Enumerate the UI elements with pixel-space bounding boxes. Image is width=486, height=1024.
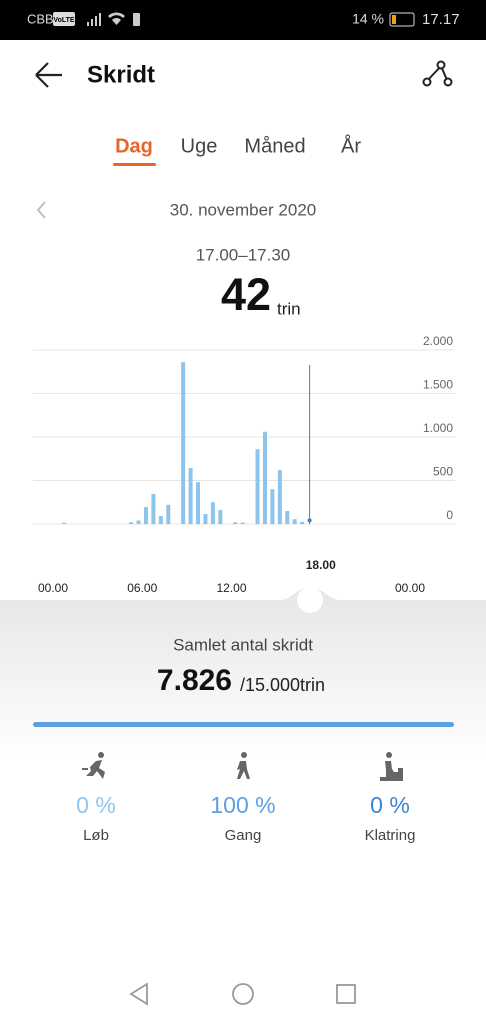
- tab-indicator: [113, 163, 156, 166]
- bar: [255, 449, 260, 524]
- battery-icon: [389, 12, 415, 27]
- time-range: 17.00–17.30: [196, 245, 291, 264]
- nav-recents[interactable]: [336, 984, 356, 1004]
- bar: [188, 467, 193, 524]
- bar: [277, 470, 282, 524]
- activity-percent: 100 %: [210, 792, 275, 818]
- bar: [203, 513, 208, 524]
- bar: [166, 504, 171, 524]
- bar: [129, 522, 134, 524]
- x-tick-label: 00.00: [38, 581, 68, 595]
- bar: [143, 507, 148, 524]
- status-bar: [0, 0, 486, 40]
- bar: [210, 502, 215, 524]
- y-tick-label: 1.000: [423, 421, 453, 435]
- walk-icon: [237, 752, 250, 779]
- activity-percent: 0 %: [76, 792, 116, 818]
- carrier: CBB: [27, 11, 54, 26]
- battery-fill: [392, 15, 396, 24]
- bar: [262, 431, 267, 524]
- x-tick-label: 18.00: [306, 558, 336, 572]
- bar: [181, 362, 186, 524]
- activity-list: 0 % Løb 100 % Gang 0 % Klatring: [76, 792, 415, 844]
- tab[interactable]: Uge: [181, 135, 218, 157]
- bar: [151, 493, 156, 524]
- summary-goal: /15.000trin: [240, 675, 325, 695]
- tab[interactable]: Dag: [115, 135, 153, 157]
- y-tick-label: 2.000: [423, 334, 453, 348]
- bar: [233, 522, 238, 524]
- activity-percent: 0 %: [370, 792, 410, 818]
- tab[interactable]: År: [341, 134, 361, 157]
- bar: [158, 516, 163, 524]
- y-tick-label: 500: [433, 465, 453, 479]
- chart: 0 500 1.000 1.500 2.000 00.00 06.00 12.00 18.00 0…: [33, 334, 455, 595]
- bar: [285, 510, 290, 524]
- activity-label: Gang: [225, 827, 262, 844]
- summary-total: 7.826: [157, 664, 232, 697]
- y-tick-label: 0: [446, 508, 453, 522]
- time-slider[interactable]: [297, 587, 323, 613]
- x-tick-label: 00.00: [395, 581, 425, 595]
- bar: [218, 510, 223, 524]
- progress-bar: [33, 722, 454, 727]
- tab-bar: Dag Uge Måned År: [115, 134, 361, 157]
- x-tick-label: 06.00: [127, 581, 157, 595]
- run-icon: [82, 752, 105, 779]
- activity-label: Klatring: [365, 827, 416, 844]
- climb-icon: [380, 752, 403, 781]
- signal-icons: [87, 12, 140, 26]
- previous-day[interactable]: [36, 201, 46, 219]
- y-tick-label: 1.500: [423, 378, 453, 392]
- summary-label: Samlet antal skridt: [173, 635, 313, 654]
- network: VoLTE: [53, 17, 74, 24]
- nav-bar: [129, 982, 356, 1006]
- network-badge: [53, 12, 75, 26]
- bar: [300, 521, 305, 524]
- x-tick-label: 12.00: [216, 581, 246, 595]
- back-button[interactable]: [35, 62, 62, 88]
- tab[interactable]: Måned: [244, 135, 305, 157]
- selected-steps: 42: [221, 269, 271, 320]
- bar: [62, 522, 67, 524]
- bar: [292, 519, 297, 524]
- selected-unit: trin: [277, 299, 301, 318]
- clock: 17.17: [422, 11, 460, 28]
- page-title: Skridt: [87, 61, 155, 88]
- bar: [240, 522, 245, 524]
- battery-level: 14 %: [352, 11, 384, 27]
- bar: [136, 520, 141, 524]
- summary-panel: [0, 588, 486, 760]
- nav-home[interactable]: [232, 983, 254, 1005]
- date: 30. november 2020: [170, 200, 317, 219]
- activity-icons: [82, 752, 403, 781]
- bar: [307, 518, 312, 523]
- bar: [196, 482, 201, 524]
- bar: [270, 489, 275, 524]
- route-button[interactable]: [422, 60, 453, 87]
- activity-label: Løb: [83, 827, 109, 844]
- nav-back[interactable]: [129, 982, 148, 1006]
